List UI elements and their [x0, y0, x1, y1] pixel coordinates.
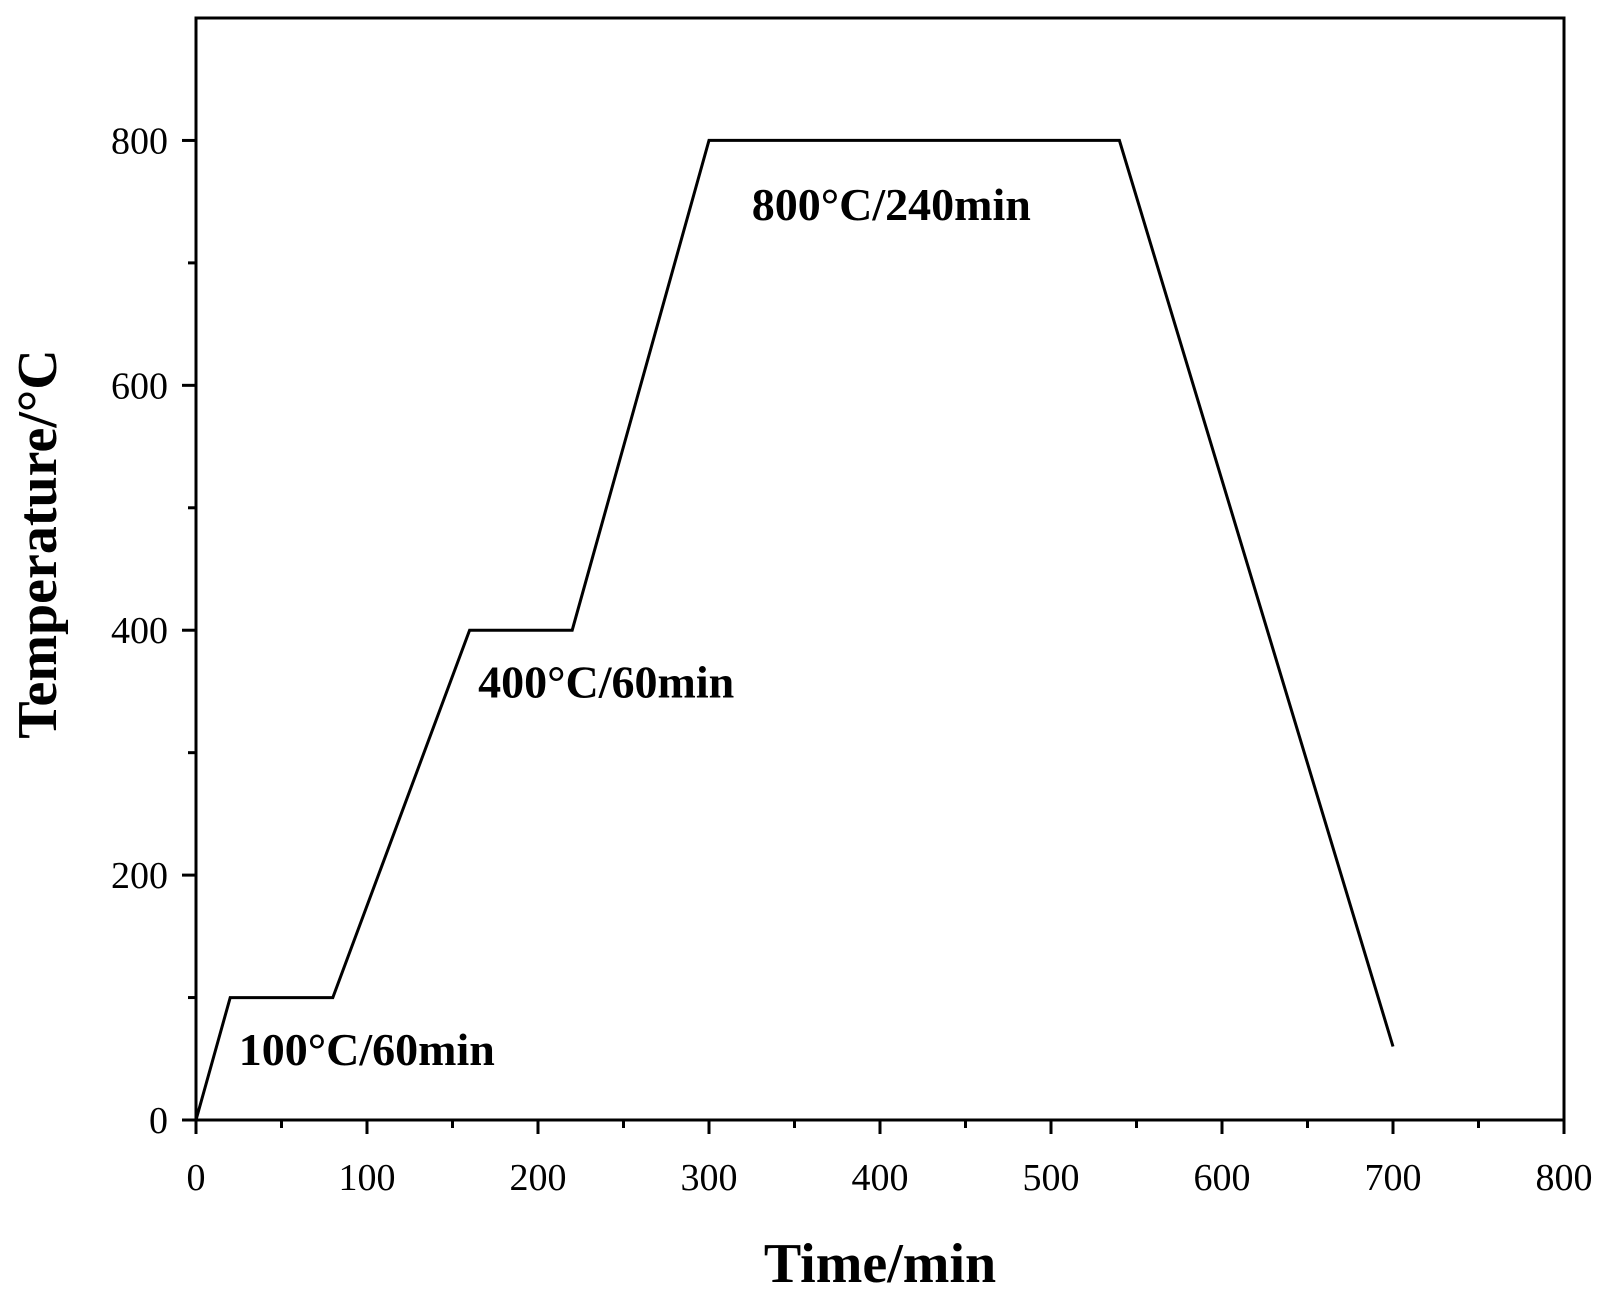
x-tick-label: 500 — [1023, 1157, 1080, 1199]
x-axis-label: Time/min — [764, 1233, 996, 1295]
y-axis-tick-labels: 0 200 400 600 800 — [111, 120, 168, 1142]
annotation-layer: 100°C/60min 400°C/60min 800°C/240min — [239, 179, 1031, 1075]
y-axis-label: Temperature/°C — [7, 349, 69, 738]
y-tick-label: 0 — [149, 1100, 168, 1142]
x-tick-label: 300 — [681, 1157, 738, 1199]
x-axis-tick-labels: 0 100 200 300 400 500 600 700 800 — [187, 1157, 1593, 1199]
x-tick-label: 800 — [1536, 1157, 1593, 1199]
y-tick-label: 800 — [111, 120, 168, 162]
x-axis-ticks — [194, 1120, 1566, 1134]
y-axis-ticks — [182, 138, 196, 1122]
annotation-label: 400°C/60min — [478, 657, 734, 708]
x-tick-label: 600 — [1194, 1157, 1251, 1199]
annotation-label: 100°C/60min — [239, 1024, 495, 1075]
y-tick-label: 400 — [111, 610, 168, 652]
x-tick-label: 700 — [1365, 1157, 1422, 1199]
x-tick-label: 200 — [510, 1157, 567, 1199]
series-layer — [194, 138, 1395, 1121]
x-tick-label: 400 — [852, 1157, 909, 1199]
series-line-0 — [194, 138, 1395, 1121]
x-tick-label: 100 — [339, 1157, 396, 1199]
y-tick-label: 600 — [111, 365, 168, 407]
annotation-label: 800°C/240min — [752, 179, 1031, 230]
x-tick-label: 0 — [187, 1157, 206, 1199]
y-tick-label: 200 — [111, 855, 168, 897]
